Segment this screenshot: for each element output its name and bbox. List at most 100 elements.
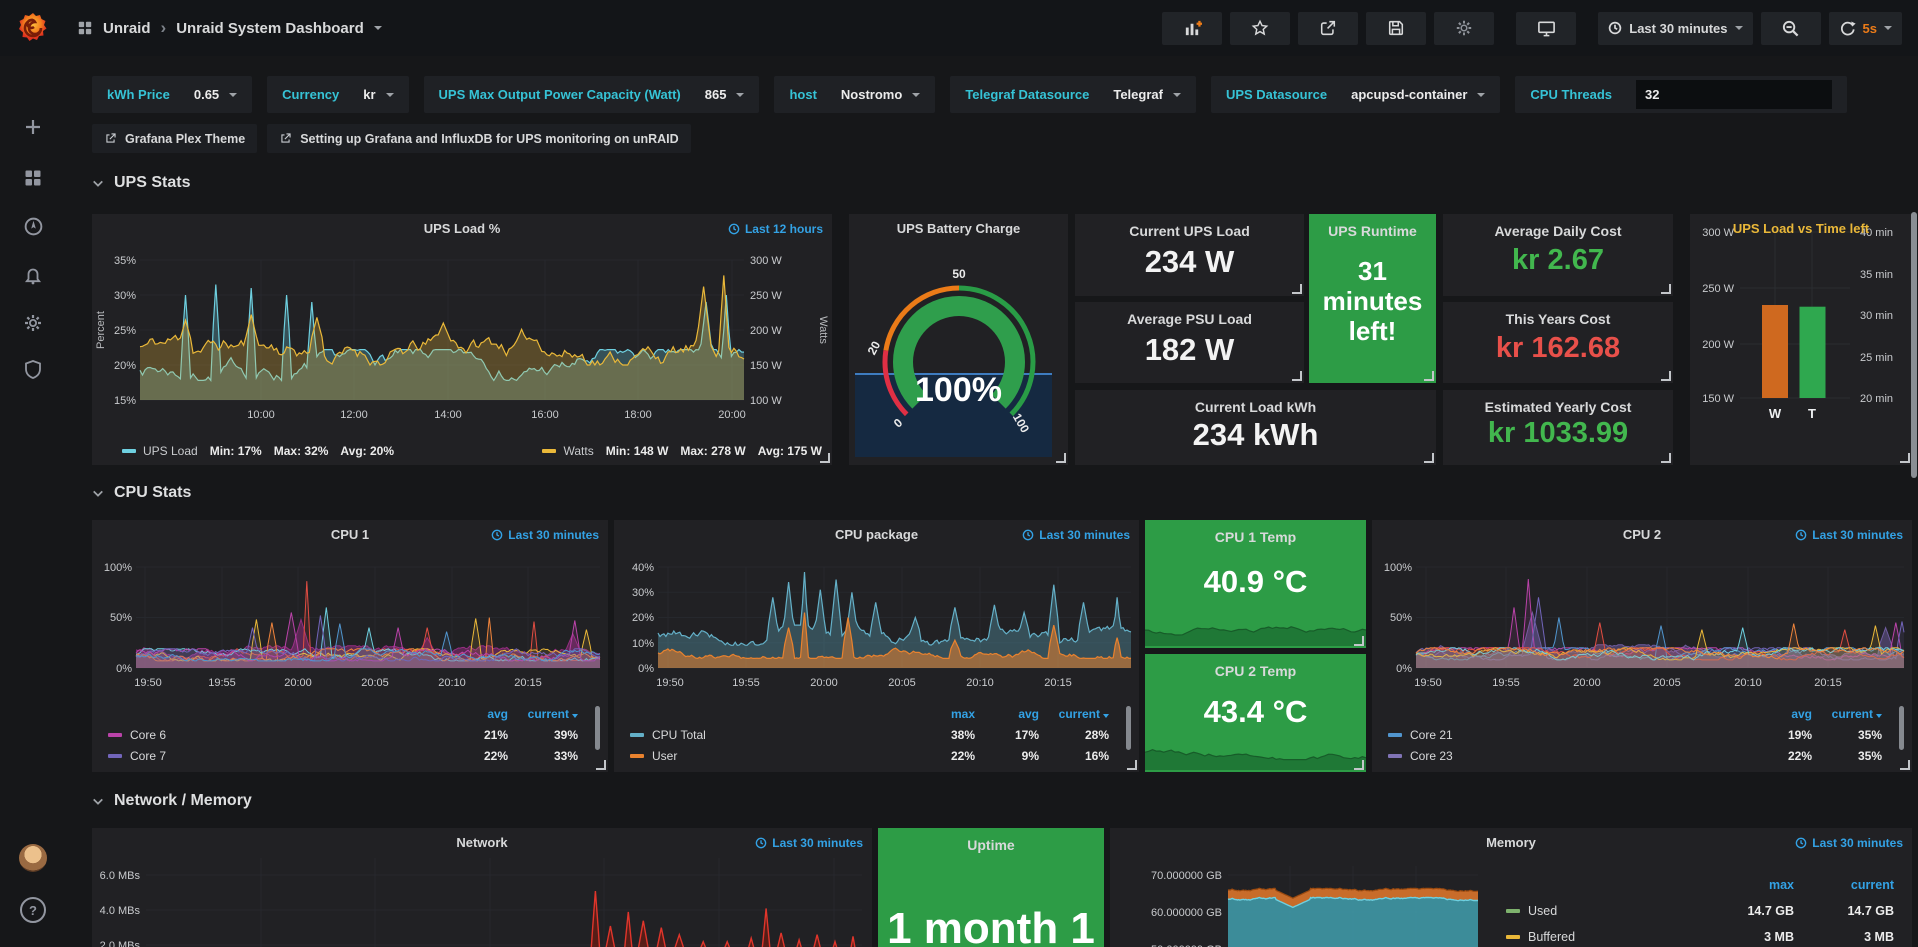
panel-resize-handle[interactable] [1292, 284, 1302, 294]
variable-telegraf-datasource[interactable]: Telegraf Datasource Telegraf [950, 76, 1196, 113]
panel-resize-handle[interactable] [1900, 453, 1910, 463]
panel-title[interactable]: UPS Battery Charge [896, 220, 1021, 236]
legend-series-core21[interactable]: Core 21 [1388, 728, 1742, 742]
variable-value[interactable]: kr [363, 87, 376, 102]
zoom-out-button[interactable] [1760, 11, 1821, 45]
panel-resize-handle[interactable] [820, 453, 830, 463]
sidebar-item-configuration[interactable] [0, 313, 66, 333]
cpu2-chart[interactable]: 100% 50% 0% 19:50 19:55 20:00 20:05 20:1… [1372, 520, 1912, 772]
sidebar-item-dashboards[interactable] [0, 168, 66, 188]
stat-title[interactable]: Current UPS Load [1129, 223, 1250, 239]
stat-title[interactable]: CPU 2 Temp [1214, 663, 1297, 679]
legend-sort-avg[interactable]: avg [1791, 706, 1812, 721]
panel-title[interactable]: UPS Load % [423, 220, 501, 236]
settings-button[interactable] [1434, 11, 1495, 45]
variable-host[interactable]: host Nostromo [774, 76, 936, 113]
save-button[interactable] [1366, 11, 1427, 45]
breadcrumb-root[interactable]: Unraid [103, 19, 151, 37]
legend-sort-avg[interactable]: avg [1018, 706, 1039, 721]
section-network-memory[interactable]: Network / Memory [92, 792, 252, 810]
legend-sort-max[interactable]: max [1768, 878, 1794, 892]
panel-time-range-link[interactable]: Last 12 hours [728, 222, 823, 236]
legend-sort-current[interactable]: current [1850, 878, 1894, 892]
stat-title[interactable]: UPS Runtime [1328, 223, 1417, 239]
panel-resize-handle[interactable] [1424, 453, 1434, 463]
legend-sort-avg[interactable]: avg [487, 706, 508, 721]
legend-scrollbar[interactable] [595, 706, 600, 750]
variable-kwh-price[interactable]: kWh Price 0.65 [92, 76, 253, 113]
page-scrollbar[interactable] [1911, 212, 1917, 478]
grafana-logo-icon[interactable] [15, 10, 51, 46]
stat-title[interactable]: Average PSU Load [1127, 311, 1252, 327]
panel-title[interactable]: Memory [1486, 834, 1536, 850]
variable-ups-max-output[interactable]: UPS Max Output Power Capacity (Watt) 865 [423, 76, 760, 113]
legend-sort-current[interactable]: current [1812, 707, 1882, 721]
panel-time-range-link[interactable]: Last 30 minutes [491, 528, 599, 542]
page-title[interactable]: Unraid System Dashboard [176, 19, 364, 37]
variable-value[interactable]: Nostromo [840, 87, 903, 102]
caret-down-icon[interactable] [1477, 92, 1486, 97]
panel-resize-handle[interactable] [1661, 284, 1671, 294]
refresh-control[interactable]: 5s [1828, 11, 1902, 45]
section-cpu-stats[interactable]: CPU Stats [92, 484, 191, 502]
stat-title[interactable]: CPU 1 Temp [1214, 529, 1297, 545]
panel-title[interactable]: UPS Load vs Time left [1732, 220, 1870, 236]
legend-item-ups-load[interactable]: UPS Load Min: 17% Max: 32% Avg: 20% [122, 444, 394, 458]
caret-down-icon[interactable] [385, 92, 394, 97]
legend-series-buffered[interactable]: Buffered [1506, 930, 1699, 944]
refresh-interval-label[interactable]: 5s [1862, 20, 1877, 36]
caret-down-icon[interactable] [736, 92, 745, 97]
variable-value[interactable]: 0.65 [193, 87, 220, 102]
tv-mode-button[interactable] [1516, 11, 1577, 45]
panel-title[interactable]: CPU 1 [330, 526, 370, 542]
stat-title[interactable]: This Years Cost [1505, 311, 1611, 327]
add-panel-button[interactable] [1162, 11, 1223, 45]
stat-title[interactable]: Current Load kWh [1194, 399, 1317, 415]
panel-resize-handle[interactable] [596, 760, 606, 770]
ups-load-chart[interactable]: 35% 30% 25% 20% 15% 300 W 250 W 200 W 15… [92, 214, 832, 465]
network-chart[interactable]: 6.0 MBs 4.0 MBs 2.0 MBs [92, 828, 872, 947]
panel-time-range-link[interactable]: Last 30 minutes [1795, 528, 1903, 542]
legend-scrollbar[interactable] [1126, 706, 1131, 750]
variable-value[interactable]: 865 [704, 87, 727, 102]
sidebar-item-help[interactable]: ? [0, 897, 66, 923]
user-avatar[interactable] [0, 844, 66, 872]
stat-title[interactable]: Estimated Yearly Cost [1484, 399, 1632, 415]
legend-scrollbar[interactable] [1899, 706, 1904, 750]
time-picker[interactable]: Last 30 minutes [1598, 11, 1753, 45]
panel-time-range-link[interactable]: Last 30 minutes [1022, 528, 1130, 542]
legend-series-core23[interactable]: Core 23 [1388, 749, 1742, 763]
legend-sort-current[interactable]: current [1039, 707, 1109, 721]
caret-down-icon[interactable] [912, 92, 921, 97]
panel-resize-handle[interactable] [1127, 760, 1137, 770]
cpu1-chart[interactable]: 100% 50% 0% 19:50 19:55 20:00 20:05 20:1… [92, 520, 608, 772]
panel-resize-handle[interactable] [1900, 760, 1910, 770]
legend-sort-max[interactable]: max [950, 706, 975, 721]
panel-resize-handle[interactable] [1354, 760, 1364, 770]
link-ups-monitoring-guide[interactable]: Setting up Grafana and InfluxDB for UPS … [267, 124, 691, 153]
panel-resize-handle[interactable] [1424, 371, 1434, 381]
legend-item-watts[interactable]: Watts Min: 148 W Max: 278 W Avg: 175 W [542, 444, 822, 458]
panel-resize-handle[interactable] [1661, 453, 1671, 463]
sidebar-item-server-admin[interactable] [0, 359, 66, 379]
legend-series-core6[interactable]: Core 6 [108, 728, 438, 742]
title-caret-icon[interactable] [373, 26, 382, 30]
panel-title[interactable]: CPU 2 [1622, 526, 1662, 542]
link-grafana-plex-theme[interactable]: Grafana Plex Theme [92, 124, 258, 153]
legend-sort-current[interactable]: current [508, 707, 578, 721]
caret-down-icon[interactable] [1172, 92, 1181, 97]
stat-title[interactable]: Uptime [967, 837, 1015, 853]
legend-series-user[interactable]: User [630, 749, 911, 763]
sidebar-item-alerting[interactable] [0, 265, 66, 285]
panel-resize-handle[interactable] [1056, 453, 1066, 463]
legend-series-used[interactable]: Used [1506, 904, 1699, 918]
panel-title[interactable]: CPU package [834, 526, 919, 542]
panel-resize-handle[interactable] [1661, 371, 1671, 381]
panel-time-range-link[interactable]: Last 30 minutes [1795, 836, 1903, 850]
stat-title[interactable]: Average Daily Cost [1494, 223, 1622, 239]
memory-chart[interactable]: 70.000000 GB 60.000000 GB 50.000000 GB [1110, 828, 1912, 947]
legend-series-cpu-total[interactable]: CPU Total [630, 728, 911, 742]
legend-series-core7[interactable]: Core 7 [108, 749, 438, 763]
star-button[interactable] [1230, 11, 1291, 45]
variable-value[interactable]: apcupsd-container [1351, 87, 1468, 102]
